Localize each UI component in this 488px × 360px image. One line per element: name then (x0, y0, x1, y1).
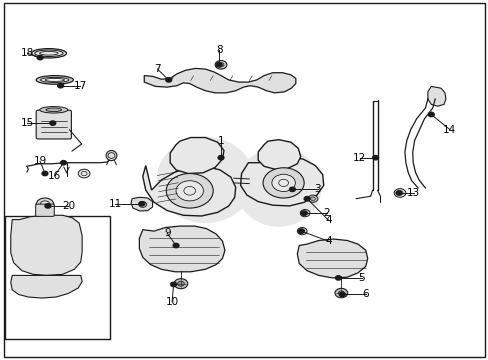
Text: 18: 18 (20, 48, 34, 58)
Circle shape (289, 187, 295, 192)
Bar (5, 216, 110, 339)
Text: 12: 12 (352, 153, 366, 163)
Text: 4: 4 (325, 215, 331, 225)
Text: 16: 16 (48, 171, 61, 181)
Ellipse shape (40, 107, 68, 113)
Polygon shape (427, 86, 445, 106)
Text: 8: 8 (215, 45, 222, 55)
Polygon shape (142, 166, 235, 216)
Text: 13: 13 (406, 188, 420, 198)
Circle shape (218, 156, 224, 160)
Circle shape (42, 171, 48, 176)
Ellipse shape (35, 50, 63, 57)
Circle shape (339, 292, 345, 297)
Circle shape (216, 63, 222, 67)
Polygon shape (258, 140, 300, 169)
Circle shape (304, 197, 309, 201)
Circle shape (36, 198, 54, 211)
Polygon shape (170, 138, 224, 174)
FancyBboxPatch shape (36, 110, 71, 139)
Circle shape (170, 282, 176, 287)
Text: 15: 15 (20, 118, 34, 128)
Text: 10: 10 (165, 297, 178, 307)
Text: 2: 2 (323, 208, 329, 218)
Circle shape (307, 195, 317, 202)
Text: 3: 3 (314, 184, 321, 194)
Circle shape (215, 60, 226, 69)
Ellipse shape (106, 150, 117, 161)
Circle shape (372, 156, 378, 160)
Circle shape (297, 228, 306, 235)
Circle shape (174, 279, 187, 289)
Circle shape (40, 201, 50, 208)
Text: 9: 9 (163, 228, 170, 238)
Text: 11: 11 (108, 199, 122, 209)
Circle shape (263, 168, 304, 198)
Circle shape (271, 174, 295, 192)
Circle shape (310, 197, 315, 201)
Circle shape (299, 229, 304, 233)
Text: 1: 1 (217, 136, 224, 146)
Circle shape (300, 210, 309, 217)
Circle shape (176, 181, 203, 201)
Circle shape (61, 161, 66, 165)
Ellipse shape (235, 148, 321, 227)
Polygon shape (11, 215, 82, 275)
Circle shape (298, 229, 304, 233)
Circle shape (301, 211, 306, 215)
Circle shape (173, 243, 179, 248)
Circle shape (165, 78, 171, 82)
Circle shape (78, 169, 90, 178)
Polygon shape (297, 239, 367, 278)
Circle shape (50, 121, 56, 125)
Polygon shape (144, 68, 295, 93)
Circle shape (302, 211, 307, 215)
Circle shape (37, 55, 43, 60)
Text: 20: 20 (62, 201, 75, 211)
Ellipse shape (46, 108, 61, 112)
Circle shape (45, 204, 51, 208)
Circle shape (166, 174, 213, 208)
Circle shape (393, 189, 405, 197)
Circle shape (335, 276, 341, 280)
FancyBboxPatch shape (36, 204, 54, 216)
Text: 6: 6 (362, 289, 368, 300)
Circle shape (395, 191, 401, 195)
Circle shape (338, 291, 344, 295)
Circle shape (58, 84, 63, 88)
Circle shape (139, 202, 144, 206)
Text: 5: 5 (358, 273, 365, 283)
Ellipse shape (36, 76, 73, 84)
Text: 14: 14 (442, 125, 456, 135)
Circle shape (177, 281, 184, 286)
Polygon shape (240, 157, 323, 206)
Polygon shape (11, 275, 82, 298)
Text: 7: 7 (154, 64, 161, 74)
Circle shape (427, 112, 433, 117)
Ellipse shape (156, 137, 254, 223)
Ellipse shape (31, 49, 66, 58)
Circle shape (139, 202, 146, 207)
Circle shape (334, 288, 347, 298)
Polygon shape (139, 226, 224, 272)
Text: 17: 17 (73, 81, 87, 91)
Circle shape (218, 63, 224, 67)
Text: 4: 4 (325, 236, 331, 246)
Ellipse shape (41, 77, 69, 82)
Text: 19: 19 (33, 156, 47, 166)
Polygon shape (131, 197, 152, 211)
